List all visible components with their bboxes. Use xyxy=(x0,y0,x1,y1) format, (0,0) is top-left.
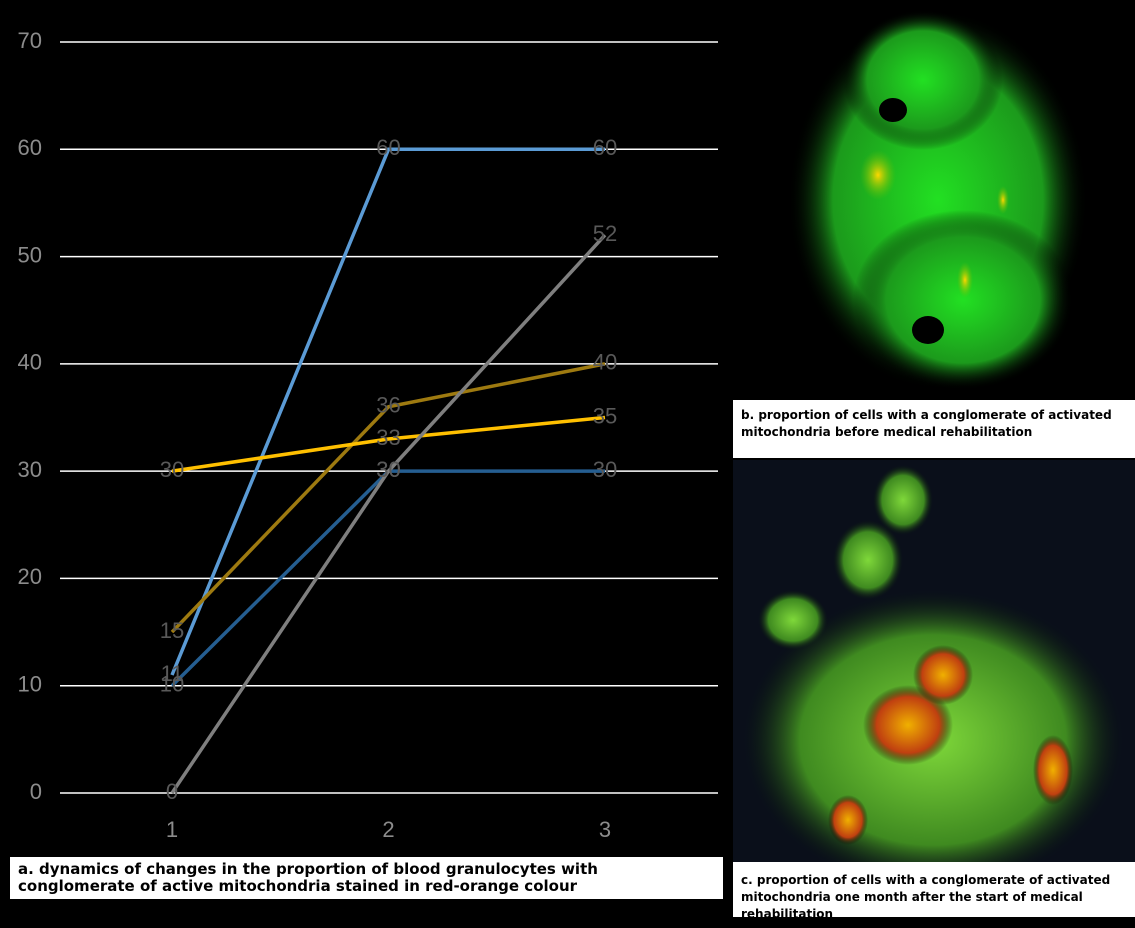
panel-caption: c. proportion of cells with a conglomera… xyxy=(733,862,1135,921)
data-label: 52 xyxy=(593,221,617,246)
data-label: 60 xyxy=(593,135,617,160)
data-label: 10 xyxy=(160,672,184,697)
y-tick-label: 0 xyxy=(30,779,42,804)
y-tick-label: 10 xyxy=(18,672,42,697)
series-line xyxy=(170,362,606,634)
micrograph-after xyxy=(733,460,1135,862)
data-label: 30 xyxy=(593,457,617,482)
data-label: 33 xyxy=(376,425,400,450)
chart: 0 10 20 30 40 50 60 70 1 2 3 11 60 60 10 30 30 15 36 40 30 33… xyxy=(18,28,718,842)
x-tick-label: 2 xyxy=(382,817,394,842)
y-tick-label: 40 xyxy=(18,350,42,375)
series-line xyxy=(171,415,606,473)
data-label: 30 xyxy=(376,457,400,482)
data-label: 35 xyxy=(593,403,617,428)
micrograph-before xyxy=(733,0,1135,398)
series-line xyxy=(170,147,605,676)
data-label: 30 xyxy=(160,457,184,482)
y-tick-label: 60 xyxy=(18,135,42,160)
data-label: 0 xyxy=(166,779,178,804)
data-label: 15 xyxy=(160,618,184,643)
y-tick-label: 70 xyxy=(18,28,42,53)
data-label: 60 xyxy=(376,135,400,160)
y-tick-label: 50 xyxy=(18,242,42,267)
x-tick-label: 3 xyxy=(599,817,611,842)
y-tick-label: 20 xyxy=(18,564,42,589)
y-tick-label: 30 xyxy=(18,457,42,482)
chart-caption: a. dynamics of changes in the proportion… xyxy=(10,857,723,899)
data-label: 30 xyxy=(376,457,400,482)
data-label: 11 xyxy=(161,661,184,686)
data-label: 36 xyxy=(376,393,400,418)
data-label: 40 xyxy=(593,350,617,375)
series-line xyxy=(170,233,607,794)
panel-caption: b. proportion of cells with a conglomera… xyxy=(733,400,1135,458)
x-tick-label: 1 xyxy=(166,817,178,842)
